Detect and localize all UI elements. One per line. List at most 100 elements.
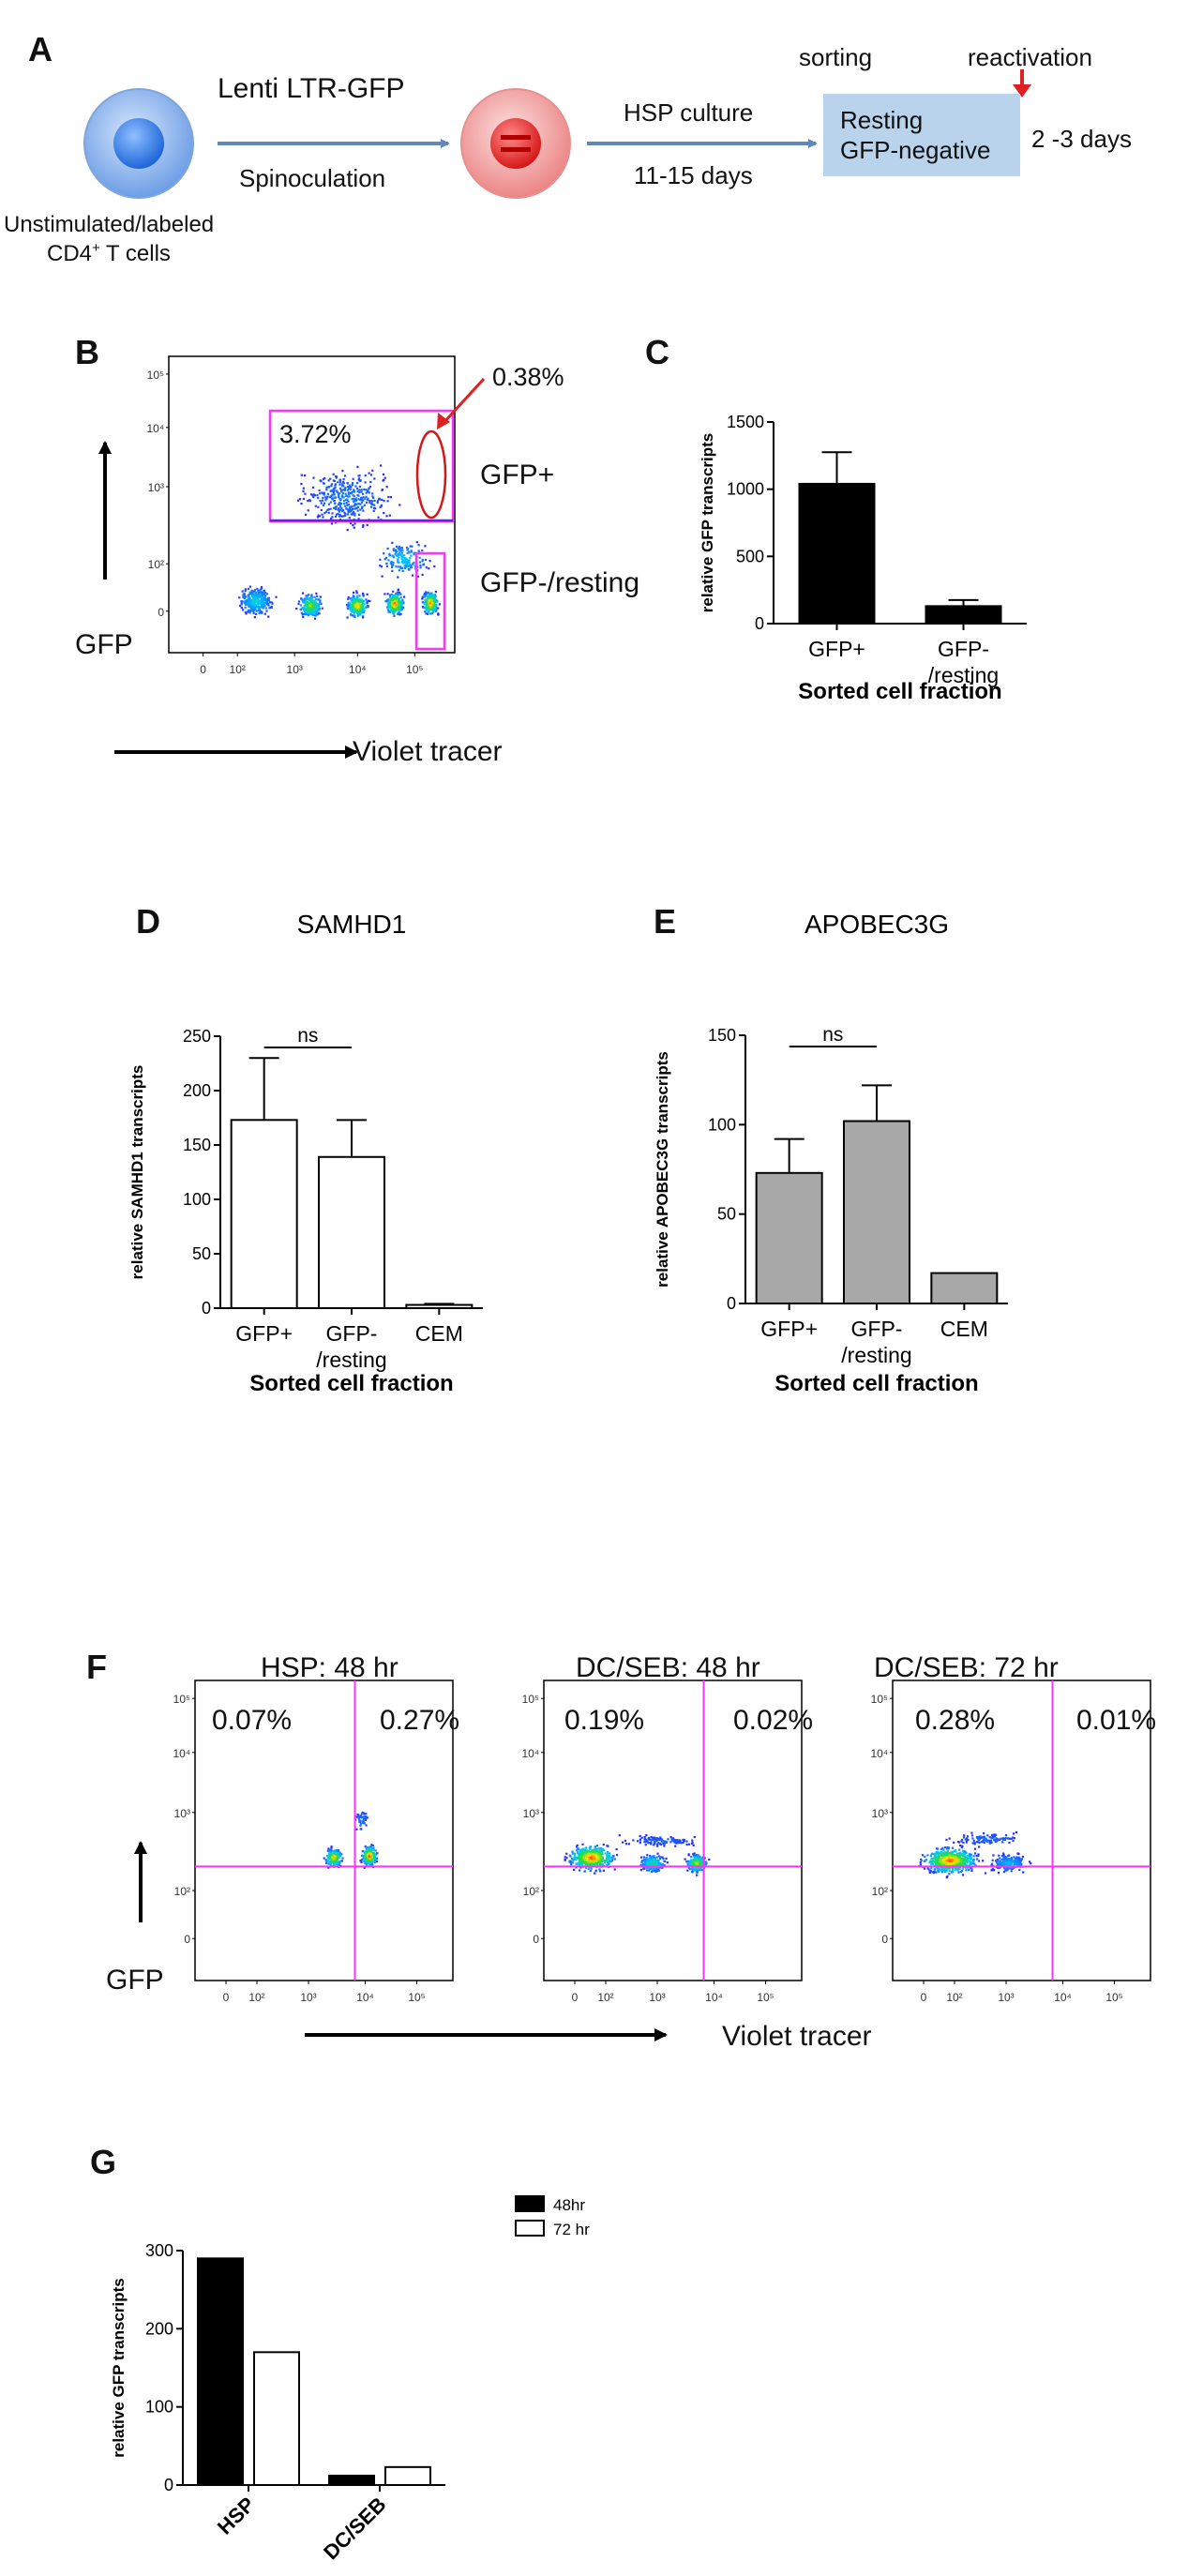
f2-cell-dot (661, 1856, 664, 1859)
f3-cell-dot (970, 1856, 972, 1859)
g-bar (328, 2475, 375, 2486)
b-cell-dot (355, 487, 359, 490)
b-cell-dot (387, 604, 390, 608)
f2-cell-dot (602, 1860, 605, 1862)
b-cell-dot (427, 597, 429, 600)
b-cell-dot (347, 492, 351, 495)
f1-cell-dot (340, 1853, 343, 1856)
f2-cell-dot (692, 1860, 695, 1863)
b-cell-dot (353, 608, 356, 610)
f3-cell-dot (951, 1851, 955, 1854)
f3-cell-dot (960, 1853, 963, 1856)
f2-cell-dot (611, 1858, 614, 1860)
f3-cell-dot (950, 1852, 953, 1855)
b-cell-dot (264, 595, 267, 597)
b-cell-dot (339, 505, 342, 508)
b-cell-dot (244, 606, 247, 609)
b-cell-dot (257, 605, 260, 608)
f3-cell-dot (940, 1866, 942, 1869)
b-cell-dot (432, 598, 435, 601)
b-cell-dot (343, 489, 346, 491)
gfp-bright-percent: 0.38% (492, 363, 564, 391)
f2-cell-dot (594, 1854, 596, 1857)
f2-cell-dot (653, 1838, 655, 1841)
b-cell-dot (355, 590, 358, 593)
b-cell-dot (418, 561, 422, 564)
f3-cell-dot (959, 1851, 962, 1854)
f3-cell-dot (999, 1863, 1001, 1866)
b-cell-dot (339, 502, 343, 505)
b-cell-dot (407, 548, 410, 550)
f3-cell-dot (958, 1858, 961, 1861)
b-cell-dot (363, 603, 366, 606)
f3-cell-dot (930, 1852, 933, 1855)
f2-cell-dot (662, 1842, 665, 1845)
b-cell-dot (334, 502, 337, 505)
f-y-axis-label: GFP (106, 1965, 164, 1996)
b-cell-dot (424, 610, 427, 613)
f3-cell-dot (953, 1863, 955, 1866)
f2-cell-dot (663, 1843, 666, 1845)
panel-label-d: D (136, 902, 160, 941)
f1-cell-dot (330, 1848, 333, 1851)
b-cell-dot (252, 610, 255, 612)
b-cell-dot (311, 611, 314, 614)
f1-cell-dot (324, 1859, 327, 1861)
g-y-tick-label: 0 (164, 2476, 173, 2494)
b-cell-dot (260, 595, 263, 597)
b-cell-dot (359, 503, 362, 505)
b-cell-dot (346, 498, 349, 502)
b-cell-dot (255, 594, 258, 596)
f3-cell-dot (952, 1859, 955, 1861)
f2-cell-dot (589, 1858, 592, 1860)
b-cell-dot (394, 553, 397, 556)
f3-cell-dot (1001, 1837, 1004, 1840)
b-cell-dot (342, 489, 345, 491)
f2-cell-dot (616, 1853, 619, 1857)
e-x-axis-label: Sorted cell fraction (774, 1371, 978, 1396)
f1-cell-dot (340, 1860, 343, 1862)
f3-cell-dot (1004, 1863, 1007, 1866)
f3-cell-dot (960, 1846, 963, 1849)
f3-cell-dot (950, 1850, 953, 1853)
b-cell-dot (432, 595, 435, 598)
b-cell-dot (366, 600, 368, 603)
b-cell-dot (432, 609, 435, 611)
b-cell-dot (423, 601, 426, 604)
f3-cell-dot (1013, 1863, 1015, 1866)
f3-cell-dot (977, 1853, 980, 1856)
b-cell-dot (338, 502, 340, 505)
f3-cell-dot (933, 1857, 936, 1860)
b-cell-dot (254, 608, 257, 610)
f1-cell-dot (337, 1853, 339, 1856)
b-cell-dot (362, 492, 365, 495)
f3-cell-dot (970, 1853, 972, 1856)
b-cell-dot (429, 606, 432, 609)
b-cell-dot (398, 556, 400, 559)
f1-cell-dot (355, 1828, 358, 1830)
f2-cell-dot (640, 1860, 643, 1863)
f3-cell-dot (947, 1860, 950, 1862)
f2-cell-dot (606, 1854, 609, 1857)
b-cell-dot (353, 507, 356, 510)
b-cell-dot (333, 496, 336, 499)
f3-cell-dot (948, 1855, 952, 1858)
b-cell-dot (361, 606, 364, 609)
b-cell-dot (300, 611, 303, 614)
f1-cell-dot (356, 1813, 359, 1816)
b-cell-dot (295, 607, 298, 610)
b-cell-dot (383, 593, 386, 595)
cell-label-line-2: CD4+ T cells (47, 240, 171, 266)
b-cell-dot (304, 613, 307, 616)
b-cell-dot (265, 600, 268, 603)
f2-cell-dot (573, 1856, 576, 1859)
b-cell-dot (400, 553, 403, 556)
f3-cell-dot (1000, 1837, 1002, 1840)
f1-cell-dot (366, 1851, 368, 1854)
b-cell-dot (317, 505, 320, 508)
f3-cell-dot (970, 1861, 973, 1864)
f2-cell-dot (656, 1838, 660, 1841)
f2-cell-dot (572, 1861, 575, 1864)
b-cell-dot (356, 509, 359, 512)
d-bar (318, 1155, 385, 1310)
